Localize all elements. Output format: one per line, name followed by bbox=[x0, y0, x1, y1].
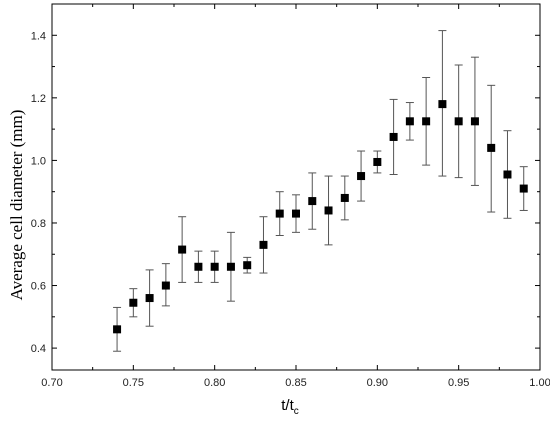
x-axis-title-subscript: c bbox=[294, 406, 299, 417]
data-point-marker bbox=[145, 294, 154, 303]
data-point-marker bbox=[194, 262, 203, 271]
y-axis-title: Average cell diameter (mm) bbox=[7, 110, 26, 301]
data-point-marker bbox=[259, 240, 268, 249]
data-point-marker bbox=[422, 117, 431, 126]
x-tick-label: 0.95 bbox=[448, 377, 469, 389]
data-point-marker bbox=[405, 117, 414, 126]
data-point-marker bbox=[519, 184, 528, 193]
data-point-marker bbox=[292, 209, 300, 218]
y-tick-label: 0.8 bbox=[31, 218, 46, 230]
data-point-marker bbox=[373, 157, 382, 166]
x-axis-title: t/tc bbox=[281, 397, 299, 417]
data-point-marker bbox=[178, 245, 187, 254]
data-point-marker bbox=[438, 100, 447, 109]
data-point-marker bbox=[503, 170, 512, 179]
x-tick-label: 0.80 bbox=[204, 377, 225, 389]
x-tick-label: 0.75 bbox=[123, 377, 144, 389]
plot-area: 0.70 0.75 0.80 0.85 0.90 0.95 1.00 0.4 0.6 0.8 1.0… bbox=[31, 3, 550, 389]
x-tick-label: 1.00 bbox=[529, 377, 550, 389]
data-point-marker bbox=[357, 172, 366, 181]
y-tick-label: 1.2 bbox=[31, 93, 46, 105]
data-point-marker bbox=[161, 281, 170, 290]
x-tick-label: 0.90 bbox=[367, 377, 388, 389]
data-point-marker bbox=[470, 117, 479, 126]
y-tick-label: 0.4 bbox=[31, 343, 46, 355]
data-point-marker bbox=[113, 325, 122, 334]
data-point-marker bbox=[308, 197, 317, 206]
x-axis-title-main: t/t bbox=[281, 397, 294, 414]
data-point-marker bbox=[226, 262, 235, 271]
y-tick-label: 1.4 bbox=[31, 30, 46, 42]
x-tick-label: 0.85 bbox=[285, 377, 306, 389]
data-point-marker bbox=[389, 132, 398, 141]
data-point-marker bbox=[275, 209, 284, 218]
data-point-marker bbox=[210, 262, 219, 271]
data-point-marker bbox=[487, 143, 496, 152]
x-tick-label: 0.70 bbox=[41, 377, 62, 389]
data-point-marker bbox=[243, 261, 252, 270]
data-point-marker bbox=[340, 193, 349, 202]
y-tick-label: 0.6 bbox=[31, 281, 46, 293]
plot-frame bbox=[51, 3, 541, 371]
data-point-marker bbox=[324, 206, 333, 215]
y-tick-label: 1.0 bbox=[31, 155, 46, 167]
data-point-marker bbox=[129, 298, 138, 307]
data-point-marker bbox=[454, 117, 463, 126]
